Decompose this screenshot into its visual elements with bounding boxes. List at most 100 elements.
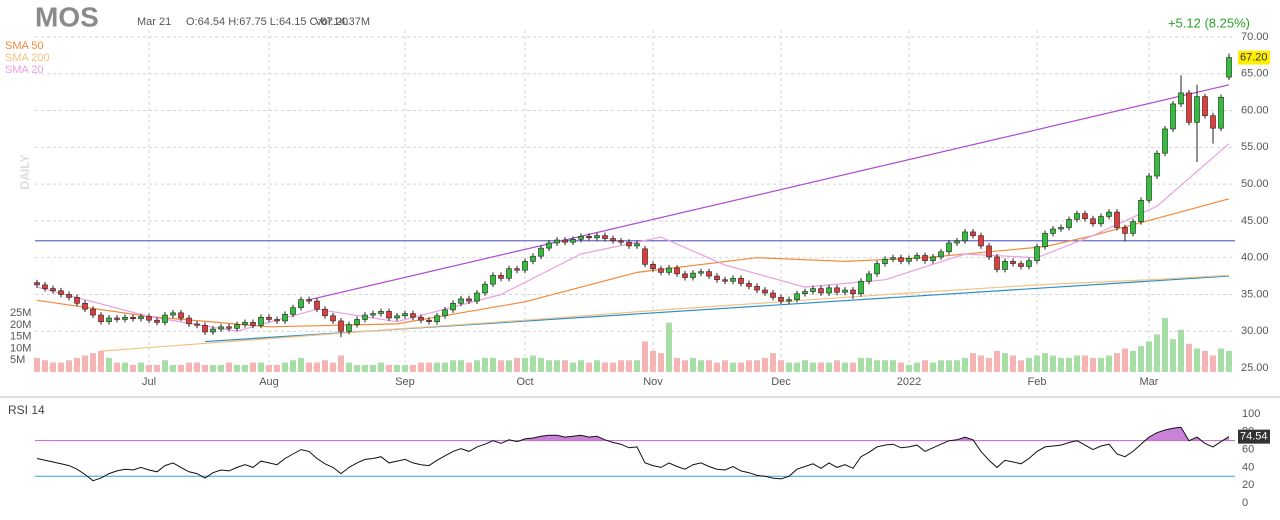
legend-entry: SMA 50 [5,40,44,52]
rsi-title: RSI 14 [8,403,45,417]
candle-body [466,298,472,302]
volume-bar [986,357,992,372]
volume-bar [802,360,808,372]
candle-body [490,275,496,285]
volume-bar [1066,357,1072,372]
candle-body [922,255,928,261]
candle-body [786,299,792,302]
volume-bar [314,362,320,372]
candle-body [402,313,408,317]
candle-body [554,239,560,244]
y-tick-label: 50.00 [1241,178,1269,190]
volume-bar [82,355,88,372]
ticker: MOS [35,1,99,32]
volume-bar [1058,357,1064,372]
volume-bar [546,360,552,372]
volume-bar [226,362,232,372]
candle-body [386,311,392,319]
candle-body [138,316,144,320]
candle-body [338,320,344,332]
volume-bar [850,362,856,372]
volume-bar [946,360,952,372]
volume-bar [890,360,896,372]
candle-body [354,319,360,325]
candle-body [370,313,376,316]
volume-bar [810,362,816,372]
volume-bar [922,360,928,372]
volume-bar [186,362,192,372]
volume-bar [410,364,416,372]
candle-body [194,323,200,326]
rsi-tick-label: 60 [1242,443,1254,455]
candle-body [706,271,712,277]
volume-bar [1130,350,1136,372]
volume-bar [98,350,104,372]
volume-bar [138,362,144,372]
volume-bar [498,360,504,372]
candle-body [1090,218,1096,225]
candle-body [618,240,624,243]
volume-bar [818,362,824,372]
volume-bar [346,362,352,372]
volume-bar [738,362,744,372]
candle-body [858,280,864,295]
volume-bar [562,360,568,372]
candle-body [586,236,592,239]
candle-body [362,314,368,320]
candle-body [378,311,384,314]
candle-body [1202,96,1208,117]
x-tick-label: Oct [516,376,533,388]
volume-bar [898,362,904,372]
candle-body [602,235,608,239]
volume-bar [1194,348,1200,372]
volume-bar [1186,343,1192,372]
volume-bar [394,364,400,372]
y-tick-label: 25.00 [1241,362,1269,374]
candle-body [258,316,264,326]
candle-body [162,314,168,323]
volume-bar [666,322,672,372]
candle-body [562,239,568,243]
volume-tick-label: 15M [10,331,31,343]
volume-bar [1226,350,1232,372]
moving-average [36,198,1230,328]
candle-body [1074,213,1080,220]
volume-tick-label: 5M [10,354,25,366]
candle-body [850,289,856,295]
volume-bar [1138,346,1144,372]
change: +5.12 (8.25%) [1168,15,1250,30]
volume-bar [146,364,152,372]
candle-body [570,238,576,243]
candle-body [82,302,88,310]
volume-bar [34,357,40,372]
rsi-last-box [1238,429,1270,444]
candle-body [946,242,952,253]
volume-bar [426,362,432,372]
volume-bar [514,357,520,372]
candle-body [1010,261,1016,264]
volume-bar [834,360,840,372]
y-tick-label: 70.00 [1241,31,1269,43]
volume-bar [882,360,888,372]
candle-body [330,315,336,322]
candle-body [698,271,704,274]
volume-bar [290,360,296,372]
rsi-tick-label: 0 [1242,497,1248,509]
candle-body [322,308,328,317]
volume-bar [1026,357,1032,372]
candle-body [874,263,880,275]
candle-body [882,258,888,264]
volume-bar [202,364,208,372]
candle-body [314,300,320,310]
volume-bar [234,364,240,372]
x-tick-label: Dec [771,376,791,388]
volume-bar [378,362,384,372]
volume-bar [114,362,120,372]
volume-bar [626,360,632,372]
candle-body [106,317,112,322]
volume-bar [570,362,576,372]
candle-body [234,324,240,329]
candle-body [682,273,688,278]
candle-body [690,272,696,278]
date: Mar 21 [137,16,171,28]
